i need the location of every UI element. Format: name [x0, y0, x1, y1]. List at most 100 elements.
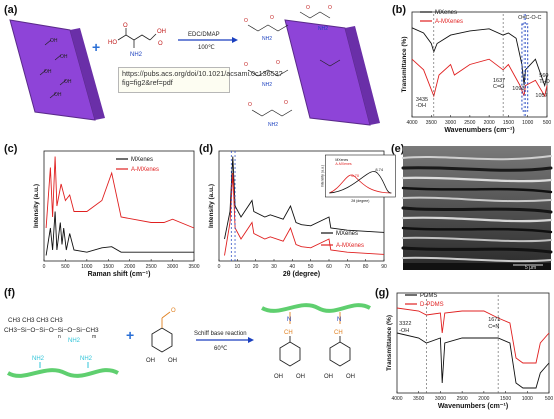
annotation-b-8: 1057: [535, 93, 547, 99]
svg-text:O: O: [244, 18, 248, 24]
product-ch-1: CH: [284, 330, 293, 336]
annotation-b-5: 1093: [512, 86, 524, 92]
series-line-g-0: [396, 332, 550, 389]
svg-text:NH2: NH2: [262, 82, 272, 88]
series-line-c-0: [45, 211, 194, 256]
annotation-b-0: O=C-O-C: [518, 15, 541, 21]
y-axis-label-g: Transmittance (%): [386, 315, 393, 371]
annotation-g-2: 1671: [488, 317, 500, 323]
x-axis-label-b: Wavenumbers (cm⁻¹): [444, 127, 514, 134]
x-tick-label-c: 3000: [167, 264, 178, 270]
svg-text:OH: OH: [44, 69, 52, 75]
inset-ylabel: Intensity (a.u.): [320, 165, 324, 187]
x-tick-label-b: 500: [543, 120, 552, 126]
x-axis-label-g: Wavenumbers (cm⁻¹): [438, 403, 508, 410]
pdms-nh2: NH2: [68, 338, 81, 344]
x-tick-label-b: 1500: [503, 120, 514, 126]
x-tick-label-g: 1500: [500, 396, 511, 402]
x-tick-label-d: 60: [326, 264, 332, 270]
series-line-b-0: [411, 27, 548, 88]
chart-b-ftir: 4000 3500 3000 2500 2000 1500 1000 500 Wavenumbe…: [401, 10, 552, 134]
product-oh-2: OH: [296, 374, 305, 380]
panel-e-sem-image: 5 μm: [401, 146, 553, 271]
legend-label-d-0: MXenes: [336, 231, 358, 237]
panel-label-g: (g): [375, 287, 390, 299]
x-tick-label-c: 500: [61, 264, 70, 270]
plot-frame-d: [218, 150, 385, 262]
x-tick-label-g: 2500: [457, 396, 468, 402]
panel-label-f: (f): [4, 287, 15, 299]
reagent-oh: OH: [157, 29, 166, 35]
x-tick-label-d: 40: [290, 264, 296, 270]
plot-frame-g: [396, 292, 550, 394]
product-oh-3: OH: [324, 374, 333, 380]
inset-xlabel: 2θ (degree): [351, 199, 369, 203]
product-ch-2: CH: [334, 330, 343, 336]
reagent-o: O: [158, 41, 163, 47]
svg-text:NH2: NH2: [262, 36, 272, 42]
chart-g-ftir: 4000 3500 3000 2500 2000 1500 1000 500 Wavenumbe…: [386, 292, 553, 410]
svg-text:O: O: [244, 62, 248, 68]
x-tick-label-d: 80: [363, 264, 369, 270]
x-tick-label-g: 3000: [435, 396, 446, 402]
legend-label-c-1: A-MXenes: [131, 167, 159, 173]
x-tick-label-d: 0: [218, 264, 221, 270]
panel-label-a: (a): [4, 4, 18, 16]
benzaldehyde-oh-2: OH: [168, 358, 177, 364]
aldehyde-o: O: [171, 308, 176, 314]
benzaldehyde-oh-1: OH: [146, 358, 155, 364]
legend-label-g-0: PDMS: [420, 293, 437, 299]
svg-text:NH2: NH2: [318, 26, 328, 32]
inset-legend-mxenes: MXenes: [335, 158, 348, 162]
y-axis-label-c: Intensity (a.u.): [33, 184, 40, 228]
arrow-a-top: EDC/DMAP: [188, 32, 220, 38]
chain-amine-2: NH2: [80, 356, 93, 362]
chart-c-raman: 0 500 1000 1500 2000 2500 3000 3500 Raman shift …: [33, 150, 200, 278]
x-axis-label-c: Raman shift (cm⁻¹): [88, 271, 151, 278]
legend-label-g-1: D-PDMS: [420, 302, 444, 308]
pdms-m: m: [92, 334, 96, 340]
product-n-1: N: [287, 317, 291, 323]
reagent-nh2: NH2: [130, 52, 143, 58]
x-tick-label-c: 0: [43, 264, 46, 270]
series-line-b-1: [411, 58, 548, 98]
panel-label-b: (b): [392, 4, 407, 16]
reagent-o-top: O: [123, 23, 128, 29]
annotation-g-3: C=N: [488, 324, 499, 330]
inset-label-670: 6.70: [351, 173, 360, 178]
svg-text:OH: OH: [54, 92, 62, 98]
legend-label-b-1: A-MXenes: [435, 19, 463, 25]
annotation-g-0: 3322: [399, 321, 411, 327]
annotation-b-6: 560: [539, 73, 548, 79]
svg-text:O: O: [306, 5, 310, 11]
svg-text:+: +: [92, 39, 100, 55]
x-tick-label-g: 1000: [522, 396, 533, 402]
svg-text:+: +: [126, 327, 134, 343]
inset-frame-d: [325, 154, 396, 198]
chart-d-xrd: 0 10 20 30 40 50 60 70 80 90 2θ (degree) Intensity …: [208, 150, 396, 278]
x-tick-label-d: 50: [308, 264, 314, 270]
series-line-c-1: [45, 156, 195, 229]
x-tick-label-c: 1500: [103, 264, 114, 270]
x-tick-label-b: 2500: [464, 120, 475, 126]
x-tick-label-c: 2000: [124, 264, 135, 270]
x-tick-label-d: 30: [271, 264, 277, 270]
x-tick-label-b: 1000: [522, 120, 533, 126]
x-tick-label-d: 70: [345, 264, 351, 270]
x-axis-label-d: 2θ (degree): [283, 271, 320, 278]
x-tick-label-b: 4000: [406, 120, 417, 126]
arrow-f-bottom: 60℃: [214, 346, 228, 352]
annotation-b-4: C=O: [493, 84, 505, 90]
series-line-g-1: [396, 307, 550, 364]
panel-label-e: (e): [391, 143, 405, 155]
x-tick-label-c: 1000: [81, 264, 92, 270]
inset-series-a-mxenes: [329, 174, 392, 194]
svg-text:O: O: [248, 102, 252, 108]
legend-label-d-1: A-MXenes: [336, 243, 364, 249]
svg-text:O: O: [270, 15, 274, 21]
pdms-line2: CH3−Si−O−Si−O−Si−O−Si−CH3: [4, 327, 99, 334]
pdms-line1: CH3 CH3 CH3 CH3: [8, 317, 63, 324]
legend-label-b-0: MXenes: [435, 10, 457, 16]
annotation-g-1: -OH: [399, 328, 409, 334]
url-tooltip[interactable]: https://pubs.acs.org/doi/10.1021/acsami.…: [118, 67, 283, 93]
